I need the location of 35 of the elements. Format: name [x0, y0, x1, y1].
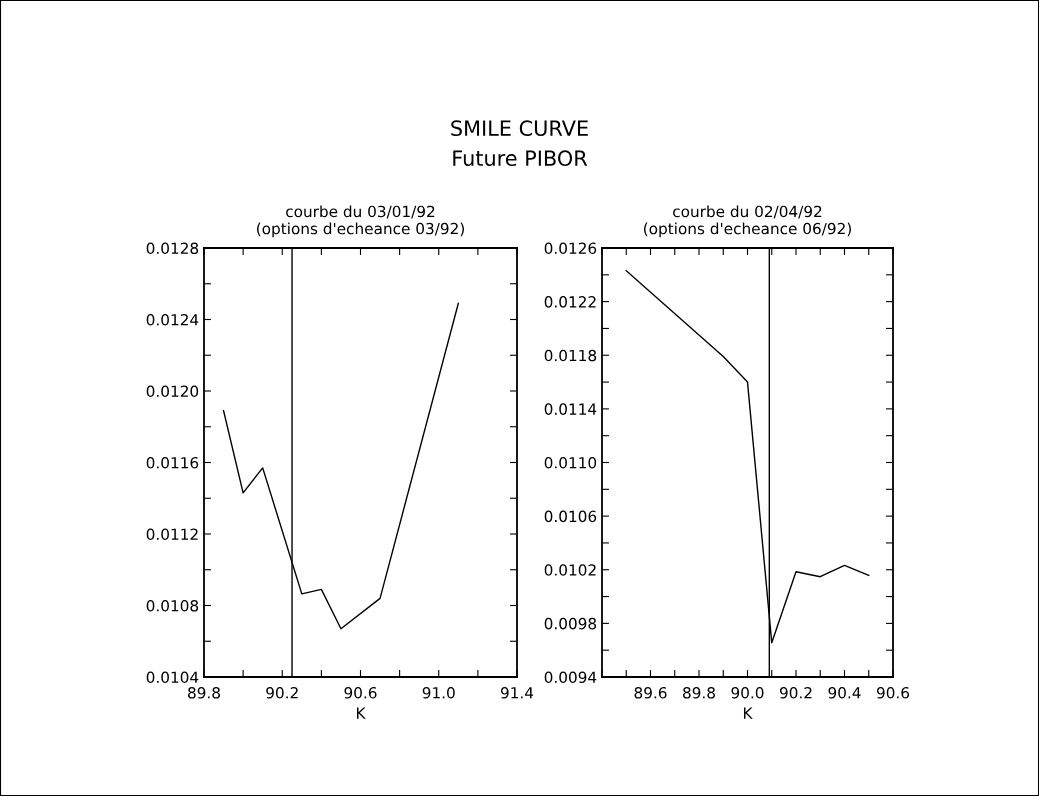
x-tick-label: 90.6 — [344, 686, 377, 699]
y-tick-label: 0.0112 — [146, 528, 198, 541]
text: SMILE CURVE — [451, 120, 588, 137]
y-tick-label: 0.0094 — [544, 671, 597, 684]
x-tick-label: 91.0 — [422, 686, 455, 699]
text: Future PIBOR — [453, 150, 588, 167]
y-tick-label: 0.0104 — [146, 671, 199, 684]
x-axis-title: K — [356, 707, 366, 719]
chart-title: courbe du 03/01/92 — [286, 205, 435, 219]
y-tick-label: 0.0106 — [544, 510, 597, 523]
x-tick-label: 91.4 — [500, 686, 534, 699]
y-tick-label: 0.0122 — [544, 296, 596, 308]
x-tick-label: 89.8 — [683, 686, 715, 699]
x-tick-label: 90.0 — [731, 686, 764, 699]
x-axis-title: K — [743, 707, 753, 719]
chart-subtitle: (options d'echeance 06/92) — [644, 222, 851, 238]
y-tick-label: 0.0126 — [544, 242, 597, 255]
y-tick-label: 0.0102 — [544, 564, 596, 576]
y-tick-label: 0.0110 — [544, 456, 597, 469]
y-tick-label: 0.0124 — [146, 313, 199, 326]
x-tick-label: 90.4 — [828, 686, 861, 699]
y-tick-label: 0.0098 — [544, 617, 597, 630]
chart-subtitle: (options d'echeance 03/92) — [257, 222, 464, 238]
y-tick-label: 0.0114 — [544, 403, 597, 415]
x-tick-label: 90.6 — [876, 686, 910, 699]
chart-title: courbe du 02/04/92 — [673, 205, 822, 219]
x-tick-label: 89.8 — [188, 686, 220, 699]
y-tick-label: 0.0128 — [146, 242, 199, 255]
x-tick-label: 90.2 — [266, 686, 298, 699]
y-tick-label: 0.0118 — [544, 349, 597, 362]
x-tick-label: 89.6 — [634, 686, 667, 699]
y-tick-label: 0.0108 — [146, 599, 199, 612]
y-tick-label: 0.0120 — [146, 385, 199, 398]
x-tick-label: 90.2 — [779, 686, 812, 699]
y-tick-label: 0.0116 — [146, 456, 199, 469]
